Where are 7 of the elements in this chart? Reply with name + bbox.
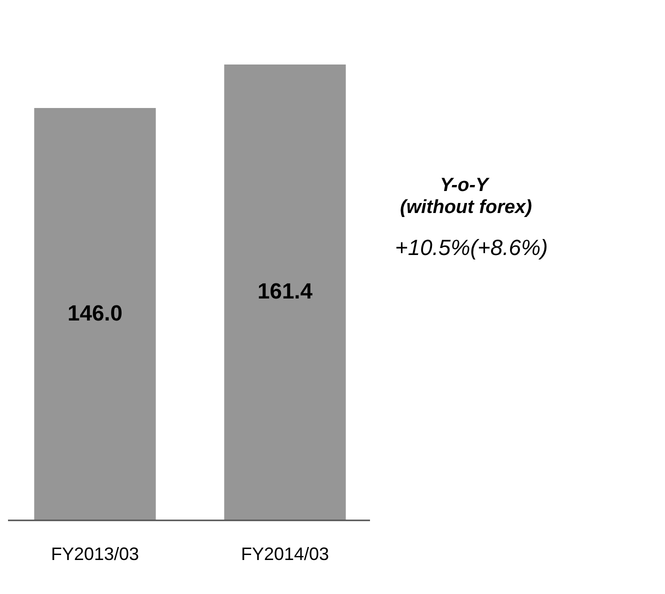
data-label: 161.4	[257, 278, 314, 304]
text: Y-o-Y	[439, 175, 490, 197]
text: (without forex)	[399, 197, 533, 219]
x-tick-label: FY2013/03	[50, 544, 140, 564]
text: +10.5%(+8.6%)	[394, 235, 549, 261]
data-label: 146.0	[67, 300, 123, 326]
x-tick-label: FY2014/03	[240, 544, 330, 564]
